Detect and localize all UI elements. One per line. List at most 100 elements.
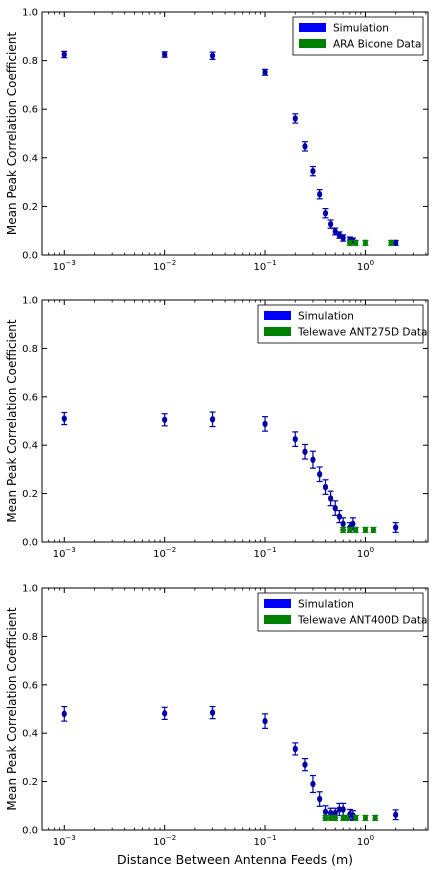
y-tick-label: 0.4	[22, 729, 38, 740]
series-data	[322, 814, 379, 822]
y-axis-label: Mean Peak Correlation Coefficient	[5, 32, 19, 235]
y-tick-label: 0.6	[22, 392, 38, 403]
data-point	[353, 526, 359, 534]
data-point	[322, 814, 329, 822]
x-tick-label: 10−3	[53, 259, 76, 273]
legend-swatch	[299, 39, 326, 48]
y-tick-label: 0.0	[22, 538, 38, 549]
y-tick-label: 0.8	[22, 56, 38, 67]
x-tick-label: 10−2	[153, 834, 176, 848]
series-simulation	[61, 50, 399, 247]
data-point	[353, 814, 359, 822]
data-point	[328, 495, 334, 502]
data-point	[162, 51, 168, 58]
data-point	[340, 526, 346, 534]
y-tick-label: 0.2	[22, 489, 38, 500]
data-point	[61, 51, 67, 58]
y-axis-label: Mean Peak Correlation Coefficient	[5, 319, 19, 522]
data-point	[332, 504, 338, 512]
x-tick-label: 10−3	[53, 834, 76, 848]
legend-swatch	[299, 23, 326, 32]
data-point	[162, 416, 168, 423]
data-point	[292, 745, 298, 753]
data-point	[340, 806, 346, 813]
data-point	[393, 811, 399, 818]
data-point	[317, 471, 323, 478]
y-tick-label: 0.4	[22, 441, 38, 452]
x-tick-label: 10−3	[53, 546, 76, 560]
legend-entry: Simulation	[298, 311, 354, 323]
data-point	[262, 420, 268, 428]
data-point	[317, 191, 323, 198]
data-point	[209, 709, 216, 716]
data-point	[317, 795, 323, 803]
y-axis-label: Mean Peak Correlation Coefficient	[5, 607, 19, 810]
legend-swatch	[264, 327, 291, 336]
data-point	[336, 231, 342, 239]
data-point	[302, 448, 308, 455]
data-point	[310, 780, 316, 788]
data-point	[353, 239, 359, 247]
data-point	[340, 520, 346, 528]
legend: Simulation Telewave ANT400D Data	[257, 592, 428, 632]
legend-swatch	[264, 615, 291, 624]
data-point	[332, 814, 338, 822]
data-point	[393, 524, 399, 531]
data-point	[209, 416, 216, 423]
data-point	[347, 239, 353, 247]
series-data	[346, 239, 395, 247]
chart-panel-2: 0.0 0.2 0.4 0.6 0.8 1.0 10−3 10−2 10−1 100 Mean Pe…	[5, 296, 429, 560]
data-point	[372, 814, 378, 822]
data-point	[262, 717, 268, 725]
legend-entry: Simulation	[298, 599, 354, 611]
x-tick-label: 10−2	[153, 259, 176, 273]
data-point	[332, 809, 338, 817]
legend-entry: Telewave ANT400D Data	[297, 615, 428, 627]
series-simulation	[61, 411, 399, 533]
y-tick-label: 0.6	[22, 105, 38, 116]
x-tick-label: 10−1	[254, 546, 277, 560]
data-point	[344, 814, 350, 822]
y-tick-label: 0.0	[22, 251, 38, 262]
data-point	[336, 806, 342, 813]
y-tick-label: 0.4	[22, 153, 38, 164]
data-point	[310, 167, 316, 175]
y-tick-label: 1.0	[22, 8, 38, 19]
y-tick-label: 0.8	[22, 344, 38, 355]
data-point	[302, 761, 308, 768]
data-point	[393, 239, 399, 247]
y-tick-label: 1.0	[22, 584, 38, 595]
data-point	[310, 456, 316, 463]
legend-swatch	[264, 599, 291, 608]
series-simulation	[61, 705, 399, 821]
data-point	[322, 483, 329, 491]
data-point	[292, 115, 298, 122]
data-point	[302, 143, 308, 150]
y-tick-label: 1.0	[22, 296, 38, 307]
data-point	[292, 435, 298, 443]
data-point	[262, 69, 268, 76]
x-tick-label: 10−1	[254, 259, 277, 273]
y-tick-label: 0.6	[22, 680, 38, 691]
data-point	[209, 52, 216, 59]
data-point	[362, 526, 369, 534]
chart-panel-1: 0.0 0.2 0.4 0.6 0.8 1.0 10−3 10−2 10−1 100 Mean Pe…	[5, 8, 429, 273]
series-data	[340, 526, 377, 534]
x-tick-label: 100	[357, 259, 374, 273]
y-tick-label: 0.2	[22, 202, 38, 213]
x-tick-label: 100	[357, 834, 374, 848]
data-point	[362, 814, 369, 822]
legend-entry: Simulation	[333, 23, 389, 35]
legend: Simulation ARA Bicone Data	[292, 16, 424, 56]
data-point	[322, 808, 329, 816]
data-point	[61, 415, 67, 422]
legend-entry: ARA Bicone Data	[333, 39, 421, 51]
x-tick-label: 100	[357, 546, 374, 560]
data-point	[328, 809, 334, 817]
data-point	[61, 710, 67, 718]
legend-swatch	[264, 311, 291, 320]
data-point	[162, 710, 168, 717]
legend-entry: Telewave ANT275D Data	[297, 327, 428, 339]
x-tick-label: 10−1	[254, 834, 277, 848]
